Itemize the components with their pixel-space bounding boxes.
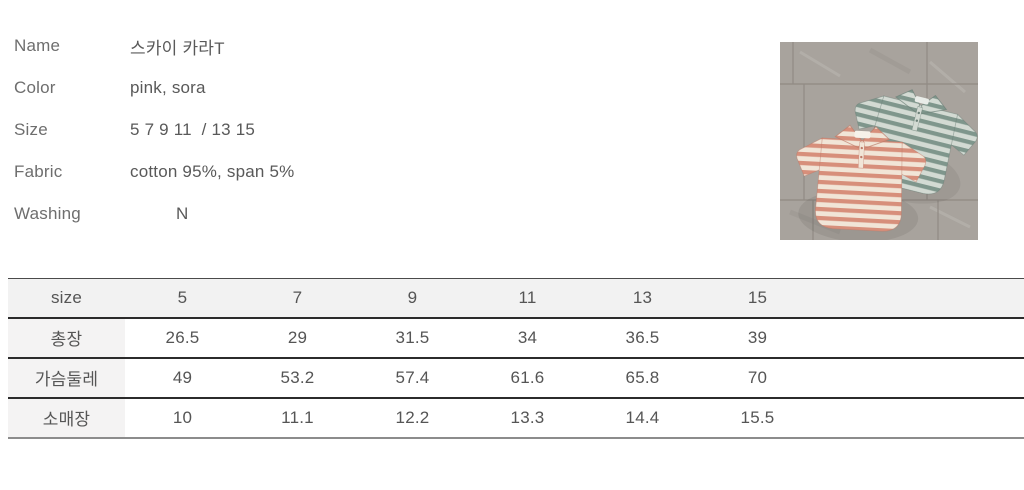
- cell: 15.5: [740, 407, 775, 427]
- info-row-name: Name 스카이 카라T: [14, 25, 494, 67]
- cell: 61.6: [470, 357, 585, 399]
- shirt-pink: [796, 124, 927, 240]
- row-label-chest: 가슴둘레: [8, 357, 125, 399]
- info-label-size: Size: [14, 120, 48, 139]
- cell: 49: [125, 357, 240, 399]
- row-label-sleeve: 소매장: [8, 397, 125, 438]
- header-cell-15: 15: [700, 278, 815, 319]
- product-photo: [780, 42, 978, 240]
- info-row-color: Color pink, sora: [14, 67, 494, 109]
- info-value-color: pink, sora: [130, 78, 206, 97]
- info-row-washing: Washing N: [14, 193, 494, 235]
- size-table-header-row: size 5 7 9 11 13 15: [8, 278, 1024, 319]
- header-cell-7: 7: [240, 278, 355, 319]
- size-table: size 5 7 9 11 13 15 총장 26.5 29 31.5 34 3…: [8, 278, 1024, 439]
- table-row-total-length: 총장 26.5 29 31.5 34 36.5 39: [8, 317, 1024, 359]
- info-label-color: Color: [14, 78, 56, 97]
- info-label-washing: Washing: [14, 204, 81, 223]
- info-value-washing: N: [176, 204, 189, 223]
- info-row-size: Size 5 7 9 11 / 13 15: [14, 109, 494, 151]
- header-cell-filler: [815, 278, 1024, 319]
- row-label-total-length: 총장: [8, 317, 125, 359]
- size-table-section: size 5 7 9 11 13 15 총장 26.5 29 31.5 34 3…: [8, 278, 1024, 439]
- product-photo-graphic: [780, 42, 978, 240]
- cell: 70: [700, 357, 815, 399]
- cell: 11.1: [281, 407, 314, 427]
- cell: 36.5: [585, 317, 700, 359]
- cell: 29: [240, 317, 355, 359]
- cell: 39: [700, 317, 815, 359]
- cell: 57.4: [355, 357, 470, 399]
- info-row-fabric: Fabric cotton 95%, span 5%: [14, 151, 494, 193]
- table-row-sleeve: 소매장 10 11.1 12.2 13.3 14.4 15.5: [8, 397, 1024, 438]
- cell: 10: [172, 407, 193, 427]
- header-cell-5: 5: [125, 278, 240, 319]
- header-cell-9: 9: [355, 278, 470, 319]
- header-cell-size: size: [8, 278, 125, 319]
- info-value-name: 스카이 카라T: [130, 38, 225, 58]
- table-row-chest: 가슴둘레 49 53.2 57.4 61.6 65.8 70: [8, 357, 1024, 399]
- info-value-fabric: cotton 95%, span 5%: [130, 162, 295, 181]
- cell: 12.2: [395, 407, 430, 427]
- cell-filler: [815, 398, 1024, 438]
- info-label-name: Name: [14, 36, 61, 55]
- cell: 53.2: [240, 357, 355, 399]
- cell: 34: [470, 317, 585, 359]
- cell: 13.3: [510, 407, 545, 427]
- cell: 14.4: [625, 407, 660, 427]
- cell: 26.5: [125, 317, 240, 359]
- header-cell-11: 11: [470, 278, 585, 319]
- product-info-block: Name 스카이 카라T Color pink, sora Size 5 7 9…: [14, 25, 494, 235]
- header-cell-13: 13: [585, 278, 700, 319]
- cell-filler: [815, 357, 1024, 399]
- cell-filler: [815, 317, 1024, 359]
- info-value-size: 5 7 9 11 / 13 15: [130, 120, 256, 139]
- cell: 65.8: [585, 357, 700, 399]
- cell: 31.5: [355, 317, 470, 359]
- info-label-fabric: Fabric: [14, 162, 63, 181]
